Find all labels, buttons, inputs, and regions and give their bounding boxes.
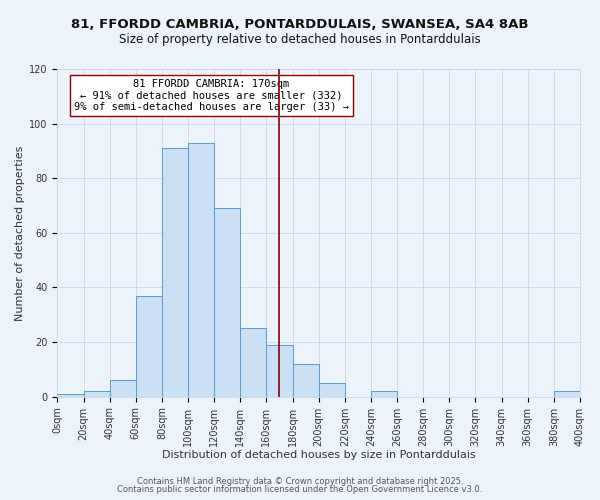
Bar	[110, 380, 136, 396]
Bar	[554, 392, 580, 396]
Bar	[136, 296, 162, 396]
Bar	[83, 392, 110, 396]
Bar	[58, 394, 83, 396]
Bar	[371, 392, 397, 396]
Bar	[241, 328, 266, 396]
Bar	[214, 208, 241, 396]
Bar	[293, 364, 319, 396]
Text: Contains public sector information licensed under the Open Government Licence v3: Contains public sector information licen…	[118, 485, 482, 494]
Bar	[188, 142, 214, 396]
Bar	[319, 383, 345, 396]
Text: Contains HM Land Registry data © Crown copyright and database right 2025.: Contains HM Land Registry data © Crown c…	[137, 477, 463, 486]
Y-axis label: Number of detached properties: Number of detached properties	[15, 145, 25, 320]
Bar	[266, 345, 293, 397]
Text: 81 FFORDD CAMBRIA: 170sqm
← 91% of detached houses are smaller (332)
9% of semi-: 81 FFORDD CAMBRIA: 170sqm ← 91% of detac…	[74, 79, 349, 112]
Text: 81, FFORDD CAMBRIA, PONTARDDULAIS, SWANSEA, SA4 8AB: 81, FFORDD CAMBRIA, PONTARDDULAIS, SWANS…	[71, 18, 529, 30]
X-axis label: Distribution of detached houses by size in Pontarddulais: Distribution of detached houses by size …	[162, 450, 476, 460]
Bar	[162, 148, 188, 396]
Text: Size of property relative to detached houses in Pontarddulais: Size of property relative to detached ho…	[119, 32, 481, 46]
